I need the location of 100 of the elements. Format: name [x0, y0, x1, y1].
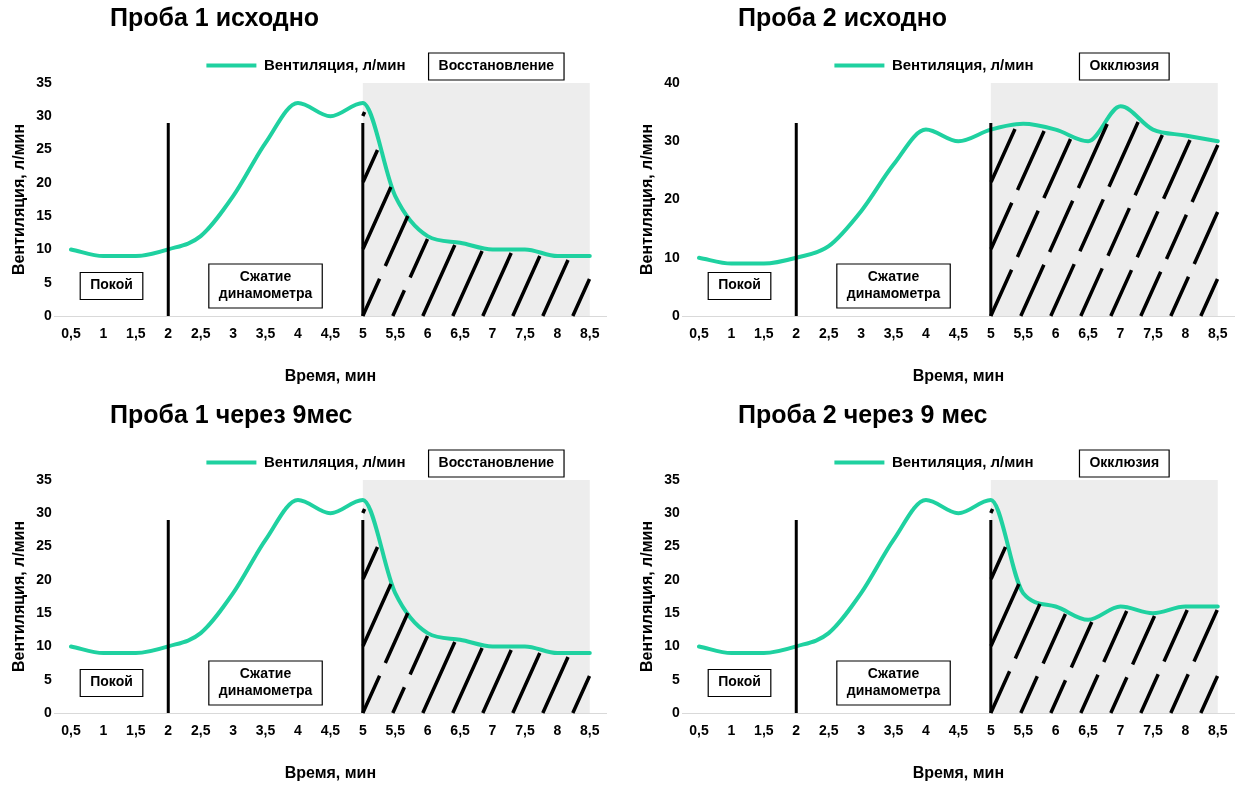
annotation: Сжатие динамометра — [218, 267, 313, 301]
x-tick-label: 7 — [1116, 325, 1125, 342]
x-tick-label: 5,5 — [385, 325, 406, 342]
x-tick-label: 6 — [423, 722, 432, 739]
x-tick-label: 7,5 — [515, 325, 535, 342]
x-tick-label: 3,5 — [255, 722, 276, 739]
x-tick-label: 7 — [1116, 722, 1125, 739]
x-tick-label: 2 — [792, 325, 801, 342]
x-tick-label: 5,5 — [1013, 722, 1034, 739]
legend-label: Вентиляция, л/мин — [263, 452, 406, 470]
x-tick-label: 8,5 — [1208, 325, 1228, 342]
x-tick-label: 3,5 — [883, 722, 904, 739]
x-tick-label: 0,5 — [61, 722, 81, 739]
x-tick-label: 4 — [294, 722, 303, 739]
y-tick-label: 35 — [664, 470, 680, 487]
x-tick-label: 6 — [423, 325, 432, 342]
x-tick-label: 8 — [553, 722, 562, 739]
x-tick-label: 7,5 — [1143, 325, 1163, 342]
x-tick-label: 4 — [922, 325, 931, 342]
band-label: Восстановление — [438, 453, 555, 470]
y-tick-label: 0 — [43, 306, 52, 323]
x-tick-label: 1,5 — [754, 722, 774, 739]
y-tick-label: 5 — [43, 273, 52, 290]
y-tick-label: 0 — [671, 703, 680, 720]
line-series — [68, 497, 592, 656]
y-tick-label: 15 — [36, 604, 52, 620]
x-axis-title: Время, мин — [284, 366, 377, 384]
legend-label: Вентиляция, л/мин — [263, 55, 406, 73]
y-tick-label: 15 — [36, 207, 52, 223]
x-tick-label: 4 — [922, 722, 931, 739]
y-tick-label: 20 — [36, 173, 52, 190]
x-axis-title: Время, мин — [912, 366, 1005, 384]
y-axis-title: Вентиляция, л/мин — [10, 123, 28, 276]
x-tick-label: 8 — [1181, 722, 1190, 739]
x-tick-label: 8 — [1181, 325, 1190, 342]
y-tick-label: 0 — [43, 703, 52, 720]
y-tick-label: 10 — [36, 240, 52, 257]
x-tick-label: 2,5 — [818, 722, 839, 739]
x-tick-label: 8 — [553, 325, 562, 342]
x-tick-label: 2,5 — [818, 325, 839, 342]
y-tick-label: 20 — [664, 570, 680, 587]
annotation: Покой — [718, 276, 761, 293]
x-tick-label: 6 — [1051, 722, 1060, 739]
y-tick-label: 35 — [36, 470, 52, 487]
band-label: Окклюзия — [1089, 453, 1160, 470]
line-series — [696, 104, 1220, 266]
y-tick-label: 30 — [36, 504, 52, 521]
x-tick-label: 4,5 — [320, 722, 341, 739]
x-tick-label: 5 — [358, 722, 367, 739]
y-axis-title: Вентиляция, л/мин — [638, 520, 656, 673]
x-tick-label: 6,5 — [450, 325, 471, 342]
y-tick-label: 25 — [36, 140, 52, 157]
annotation: Покой — [90, 276, 133, 293]
x-tick-label: 2,5 — [190, 722, 211, 739]
x-tick-label: 8,5 — [1208, 722, 1228, 739]
x-tick-label: 5,5 — [385, 722, 406, 739]
chart-title: Проба 2 исходно — [737, 2, 949, 33]
y-tick-label: 5 — [43, 670, 52, 687]
x-tick-label: 2 — [164, 325, 173, 342]
x-tick-label: 6 — [1051, 325, 1060, 342]
y-tick-label: 20 — [36, 570, 52, 587]
y-tick-label: 25 — [664, 537, 680, 554]
x-tick-label: 3,5 — [883, 325, 904, 342]
x-tick-label: 8,5 — [580, 325, 600, 342]
x-tick-label: 0,5 — [689, 722, 709, 739]
x-axis-title: Время, мин — [912, 763, 1005, 781]
x-tick-label: 4,5 — [320, 325, 341, 342]
x-tick-label: 4,5 — [948, 722, 969, 739]
x-tick-label: 5 — [358, 325, 367, 342]
x-tick-label: 4 — [294, 325, 303, 342]
y-tick-label: 5 — [671, 670, 680, 687]
x-tick-label: 6,5 — [1078, 722, 1099, 739]
x-tick-label: 1 — [99, 722, 108, 739]
x-tick-label: 5,5 — [1013, 325, 1034, 342]
annotation: Покой — [718, 673, 761, 690]
x-tick-label: 2 — [792, 722, 801, 739]
y-tick-label: 10 — [664, 637, 680, 654]
annotation: Покой — [90, 673, 133, 690]
y-tick-label: 35 — [36, 73, 52, 90]
annotation: Сжатие динамометра — [218, 664, 313, 698]
band-label: Восстановление — [438, 56, 555, 73]
x-tick-label: 2,5 — [190, 325, 211, 342]
x-tick-label: 7 — [488, 722, 497, 739]
band-label: Окклюзия — [1089, 56, 1160, 73]
y-tick-label: 30 — [664, 504, 680, 521]
y-tick-label: 15 — [664, 604, 680, 620]
x-tick-label: 3 — [229, 722, 238, 739]
y-axis-title: Вентиляция, л/мин — [638, 123, 656, 276]
y-tick-label: 40 — [664, 73, 680, 90]
x-tick-label: 1 — [99, 325, 108, 342]
y-tick-label: 10 — [36, 637, 52, 654]
x-tick-label: 7 — [488, 325, 497, 342]
x-axis-title: Время, мин — [284, 763, 377, 781]
x-tick-label: 3 — [857, 325, 866, 342]
x-tick-label: 1,5 — [754, 325, 774, 342]
x-tick-label: 0,5 — [61, 325, 81, 342]
x-tick-label: 3 — [857, 722, 866, 739]
x-tick-label: 3,5 — [255, 325, 276, 342]
chart-title: Проба 1 через 9мес — [109, 399, 354, 430]
x-tick-label: 7,5 — [515, 722, 535, 739]
